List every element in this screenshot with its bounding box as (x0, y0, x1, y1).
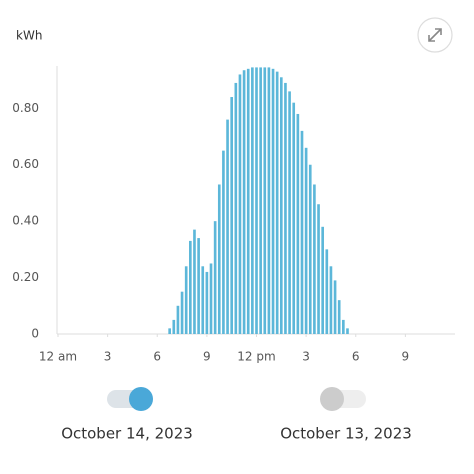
y-tick-label: 0.40 (12, 214, 39, 228)
bar (259, 67, 262, 335)
bar (184, 266, 188, 334)
bar (172, 319, 176, 334)
bar (275, 71, 279, 335)
x-tick-label: 6 (352, 350, 360, 364)
bar (234, 82, 238, 334)
x-tick-label: 9 (402, 350, 410, 364)
bar (325, 249, 329, 334)
bar (321, 226, 324, 334)
bar (313, 184, 316, 334)
toggle-knob[interactable] (129, 387, 153, 411)
bar (271, 68, 275, 335)
bar (222, 150, 225, 334)
bar (308, 164, 312, 334)
bar (205, 271, 209, 334)
x-tick-label: 12 pm (237, 350, 275, 364)
bar (333, 280, 337, 334)
bar (267, 67, 271, 335)
bar (209, 263, 213, 334)
bar (230, 97, 234, 334)
bar (317, 204, 320, 334)
bar (193, 229, 196, 334)
bar (337, 300, 341, 334)
expand-button[interactable] (417, 17, 453, 53)
bar (263, 67, 267, 335)
x-tick-label: 12 am (39, 350, 77, 364)
x-tick-label: 3 (104, 350, 112, 364)
bar (226, 119, 229, 334)
bar (279, 77, 283, 334)
bar (300, 130, 304, 334)
bar (238, 74, 242, 334)
bar (251, 67, 254, 335)
bar (189, 240, 192, 334)
bar (346, 328, 349, 334)
bar (168, 328, 171, 334)
bar (342, 319, 345, 334)
y-tick-label: 0.20 (12, 270, 39, 284)
toggle-knob[interactable] (320, 387, 344, 411)
bar (246, 68, 250, 335)
bar (288, 91, 291, 335)
x-tick-label: 9 (203, 350, 211, 364)
bar (242, 70, 246, 335)
bar (296, 113, 300, 335)
bar (304, 147, 308, 334)
toggle-label: October 14, 2023 (61, 425, 193, 443)
x-tick-label: 3 (302, 350, 310, 364)
y-axis-label: kWh (16, 29, 42, 43)
bar (180, 291, 184, 334)
bar (292, 102, 296, 335)
bar (329, 266, 333, 334)
y-tick-label: 0 (31, 327, 39, 341)
bar (197, 238, 200, 334)
bar (176, 305, 180, 334)
bar (217, 184, 221, 334)
y-tick-label: 0.60 (12, 157, 39, 171)
y-tick-label: 0.80 (12, 101, 39, 115)
x-tick-label: 6 (153, 350, 161, 364)
toggle-label: October 13, 2023 (280, 425, 412, 443)
bar (213, 221, 217, 334)
bar (284, 82, 287, 334)
bar (255, 67, 258, 335)
bar (201, 266, 205, 334)
